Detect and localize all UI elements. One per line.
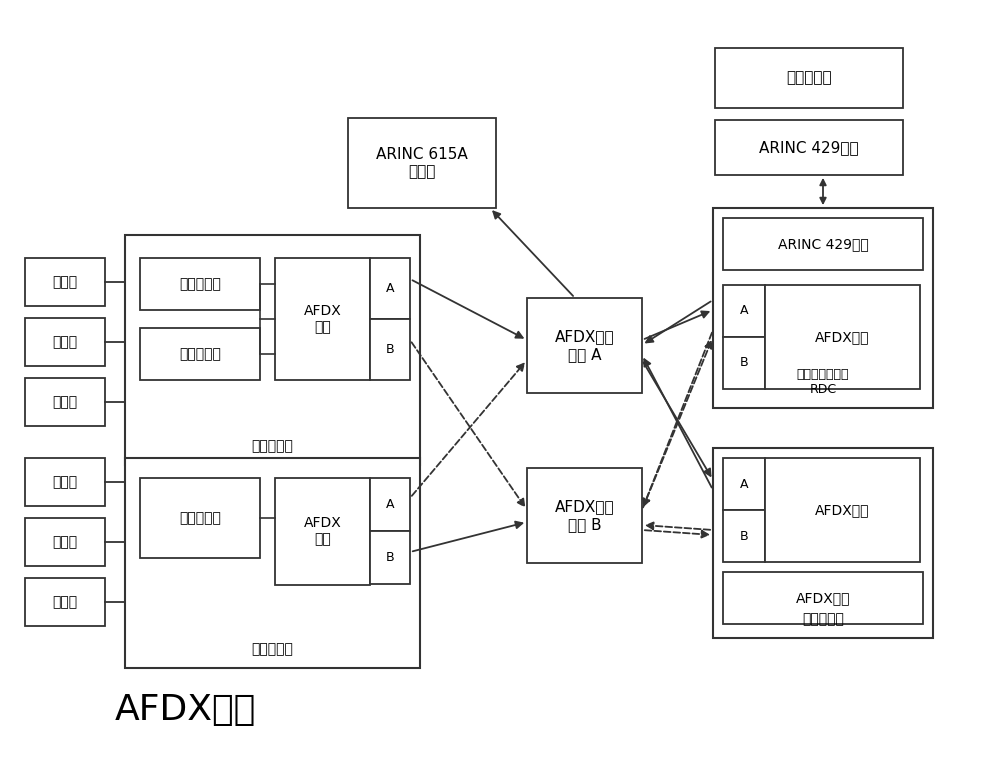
Text: 航电计算机: 航电计算机: [802, 612, 844, 626]
Bar: [25, 578, 105, 626]
Text: 传感器: 传感器: [52, 395, 78, 409]
Bar: [527, 468, 642, 563]
Bar: [125, 458, 420, 668]
Bar: [713, 448, 933, 638]
Text: 传感器: 传感器: [52, 335, 78, 349]
Text: AFDX
终端: AFDX 终端: [304, 516, 341, 546]
Bar: [370, 478, 410, 531]
Text: AFDX网关: AFDX网关: [796, 591, 850, 605]
Bar: [370, 258, 410, 319]
Text: AFDX终端: AFDX终端: [815, 330, 870, 344]
Bar: [723, 218, 923, 270]
Text: B: B: [740, 529, 748, 542]
Bar: [25, 258, 105, 306]
Text: 航电子系统: 航电子系统: [179, 511, 221, 525]
Text: B: B: [386, 343, 394, 356]
Bar: [275, 478, 370, 585]
Text: 传感器: 传感器: [52, 535, 78, 549]
Text: AFDX
终端: AFDX 终端: [304, 304, 341, 334]
Bar: [140, 258, 260, 310]
Bar: [723, 285, 765, 337]
Bar: [713, 208, 933, 408]
Bar: [765, 458, 920, 562]
Bar: [723, 337, 765, 389]
Text: AFDX交换
网络 B: AFDX交换 网络 B: [555, 499, 614, 532]
Bar: [715, 120, 903, 175]
Text: 航电子系统: 航电子系统: [786, 71, 832, 85]
Text: 传感器: 传感器: [52, 275, 78, 289]
Bar: [140, 478, 260, 558]
Bar: [25, 458, 105, 506]
Text: A: A: [386, 282, 394, 295]
Text: 传感器: 传感器: [52, 595, 78, 609]
Bar: [348, 118, 496, 208]
Text: 远程数据集中器
RDC: 远程数据集中器 RDC: [797, 368, 849, 396]
Text: ARINC 615A
加载器: ARINC 615A 加载器: [376, 146, 468, 179]
Bar: [723, 458, 765, 510]
Bar: [527, 298, 642, 393]
Bar: [275, 258, 370, 380]
Bar: [370, 319, 410, 380]
Bar: [25, 378, 105, 426]
Text: ARINC 429端点: ARINC 429端点: [759, 140, 859, 155]
Bar: [140, 328, 260, 380]
Bar: [370, 531, 410, 584]
Bar: [25, 518, 105, 566]
Text: 传感器: 传感器: [52, 475, 78, 489]
Bar: [765, 285, 920, 389]
Text: A: A: [740, 477, 748, 491]
Bar: [125, 235, 420, 465]
Text: 航电计算机: 航电计算机: [252, 439, 293, 453]
Text: B: B: [386, 551, 394, 564]
Text: AFDX交换
网络 A: AFDX交换 网络 A: [555, 329, 614, 362]
Text: 航电子系统: 航电子系统: [179, 347, 221, 361]
Bar: [715, 48, 903, 108]
Text: AFDX终端: AFDX终端: [815, 503, 870, 517]
Text: 航电计算机: 航电计算机: [252, 642, 293, 656]
Bar: [723, 510, 765, 562]
Text: AFDX网络: AFDX网络: [115, 693, 256, 727]
Text: B: B: [740, 356, 748, 370]
Text: 航电子系统: 航电子系统: [179, 277, 221, 291]
Text: A: A: [740, 305, 748, 318]
Text: A: A: [386, 498, 394, 511]
Bar: [723, 572, 923, 624]
Text: ARINC 429终端: ARINC 429终端: [778, 237, 868, 251]
Bar: [25, 318, 105, 366]
